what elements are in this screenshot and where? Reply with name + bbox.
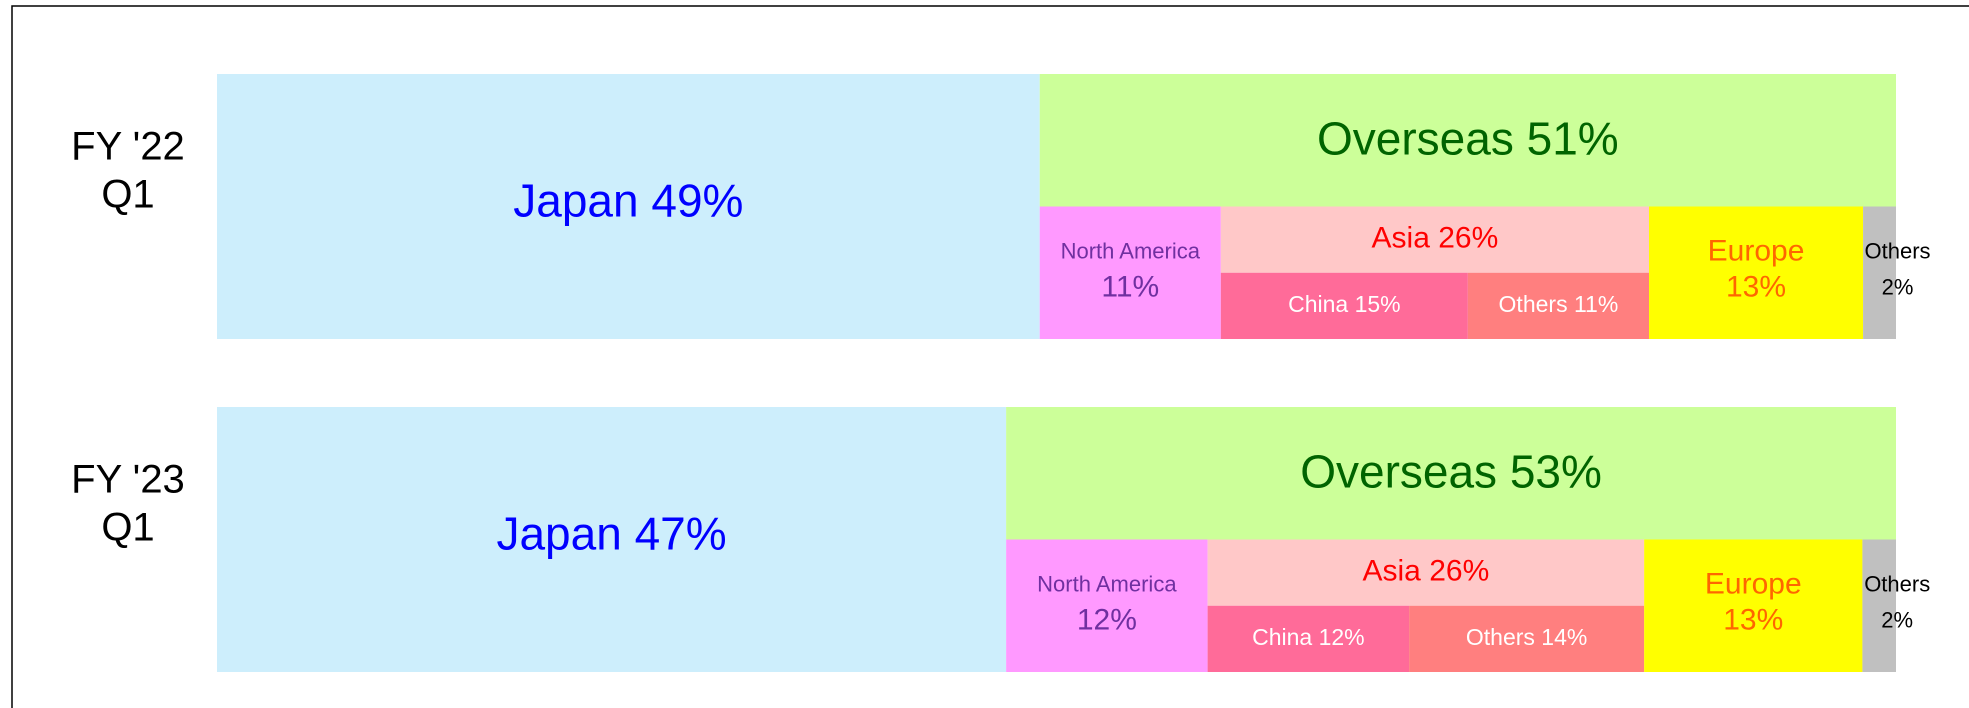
sub-sub-segment [1409,605,1645,672]
segment-label: Japan 49% [513,175,743,227]
sub-sub-segment [1207,605,1410,672]
sub-segment-label: 13% [1726,271,1786,304]
segment [217,74,1040,339]
row-label: Q1 [101,506,154,550]
segment [217,407,1007,672]
sub-segment-label: North America [1037,572,1177,597]
row-label: FY '23 [71,458,185,502]
sub-segment-label: Asia 26% [1372,222,1499,255]
row-label: FY '22 [71,125,185,169]
sub-segment-label: 2% [1882,275,1914,300]
sub-segment-label: 13% [1723,604,1783,637]
sub-segment-label: Others [1865,239,1931,264]
segment-label: Japan 47% [496,508,726,560]
sub-segment-label: Asia 26% [1363,555,1490,588]
segment-label: Overseas 53% [1300,445,1602,497]
sub-sub-segment [1467,272,1649,339]
sub-sub-segment-label: Others 14% [1466,624,1587,650]
sub-segment [1648,206,1864,339]
sub-sub-segment [1220,272,1468,339]
sub-segment [1039,206,1221,339]
sub-segment-label: 12% [1077,604,1137,637]
segment [1006,407,1896,540]
row-label: Q1 [101,173,154,217]
sub-segment-label: North America [1061,239,1201,264]
sub-segment [1220,206,1649,273]
sub-segment [1207,539,1645,606]
sub-segment [1863,206,1896,339]
sub-segment-label: Europe [1708,235,1805,268]
segment [1039,74,1896,207]
sub-sub-segment-label: China 12% [1252,624,1365,650]
sub-segment-label: Europe [1705,568,1802,601]
sub-segment-label: 11% [1101,271,1159,304]
sub-segment-label: 2% [1881,608,1913,633]
sub-segment [1862,539,1896,672]
sub-segment-label: Others [1864,572,1930,597]
sub-sub-segment-label: China 15% [1288,291,1401,317]
sub-sub-segment-label: Others 11% [1499,291,1619,317]
sub-segment [1644,539,1863,672]
sub-segment [1006,539,1208,672]
segment-label: Overseas 51% [1317,112,1619,164]
